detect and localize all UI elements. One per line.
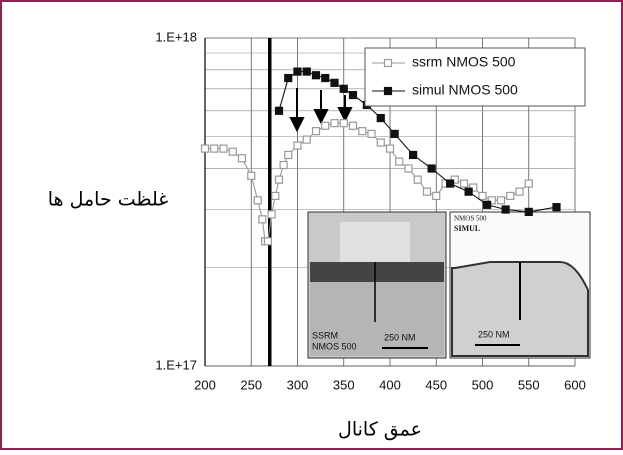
marker	[302, 67, 311, 76]
arrow-head	[289, 117, 305, 133]
legend-box	[364, 47, 586, 107]
marker	[413, 175, 422, 184]
legend-label: ssrm NMOS 500	[412, 54, 516, 70]
marker	[446, 179, 455, 188]
x-tick-label: 500	[472, 377, 494, 392]
x-tick-label: 550	[518, 377, 540, 392]
marker	[293, 141, 302, 150]
marker	[390, 129, 399, 139]
marker	[348, 90, 358, 100]
marker	[496, 196, 506, 205]
marker	[237, 154, 247, 163]
marker	[487, 196, 496, 205]
marker	[478, 191, 487, 201]
marker	[247, 171, 256, 180]
x-axis-label: عمق کانال	[338, 419, 422, 441]
marker	[284, 150, 293, 160]
marker	[258, 215, 267, 224]
inset-label: SSRM	[312, 330, 338, 340]
marker	[432, 191, 441, 201]
marker	[274, 175, 284, 184]
marker	[459, 179, 469, 188]
x-tick-label: 300	[287, 377, 309, 392]
x-tick-label: 200	[194, 377, 216, 392]
marker	[284, 73, 293, 83]
marker	[263, 237, 272, 246]
arrows	[289, 88, 353, 133]
marker	[321, 73, 330, 83]
x-tick-label: 350	[333, 377, 355, 392]
marker	[524, 207, 533, 216]
inset-shape	[310, 282, 444, 356]
inset-simul: NMOS 500 SIMUL 250 NM	[449, 211, 591, 359]
marker	[358, 127, 367, 136]
marker	[274, 106, 284, 115]
marker	[367, 129, 376, 139]
x-tick-label: 250	[240, 377, 262, 392]
marker	[348, 121, 358, 130]
marker	[515, 187, 524, 196]
marker	[524, 179, 533, 188]
x-tick-label: 400	[379, 377, 401, 392]
x-tick-label: 450	[425, 377, 447, 392]
marker	[422, 187, 432, 196]
marker	[464, 187, 473, 196]
marker	[330, 119, 339, 128]
marker	[279, 160, 288, 170]
marker	[200, 144, 210, 153]
inset-shape	[340, 222, 410, 267]
arrow-head	[313, 109, 329, 125]
marker	[339, 119, 348, 128]
arrow-head	[337, 107, 353, 123]
inset-label: NMOS 500	[312, 341, 357, 351]
inset-label: SIMUL	[454, 224, 480, 233]
marker	[228, 147, 237, 156]
marker	[210, 144, 219, 153]
y-tick-label: 1.E+17	[155, 357, 197, 372]
marker	[552, 203, 561, 212]
marker	[311, 71, 321, 80]
marker	[253, 196, 262, 205]
inset-label: 250 NM	[478, 329, 510, 339]
legend-label: simul NMOS 500	[412, 82, 518, 98]
marker	[302, 135, 311, 144]
inset-shape	[310, 262, 444, 282]
marker	[469, 183, 478, 192]
legend: ssrm NMOS 500 simul NMOS 500	[364, 47, 586, 107]
marker	[311, 127, 321, 136]
marker	[395, 157, 404, 166]
legend-marker	[383, 58, 393, 68]
inset-label: 250 NM	[384, 332, 416, 342]
marker	[271, 191, 280, 201]
marker	[339, 84, 348, 93]
legend-marker	[383, 86, 393, 96]
marker	[404, 164, 413, 173]
marker	[427, 164, 436, 173]
marker	[267, 210, 276, 219]
plot	[200, 38, 561, 366]
marker	[409, 150, 418, 160]
marker	[501, 205, 510, 214]
marker	[483, 200, 492, 209]
inset-ssrm: SSRM NMOS 500 250 NM	[307, 211, 447, 359]
legend-items: ssrm NMOS 500 simul NMOS 500	[372, 54, 518, 98]
marker	[385, 144, 395, 153]
marker	[376, 113, 385, 123]
marker	[506, 191, 515, 201]
marker	[219, 144, 228, 153]
y-tick-label: 1.E+18	[155, 29, 197, 44]
marker	[330, 78, 339, 87]
y-axis-label: غلظت حامل ها	[48, 189, 169, 211]
marker	[321, 121, 330, 130]
x-tick-label: 600	[564, 377, 586, 392]
marker	[376, 138, 385, 147]
inset-label: NMOS 500	[454, 215, 487, 223]
marker	[293, 67, 302, 76]
